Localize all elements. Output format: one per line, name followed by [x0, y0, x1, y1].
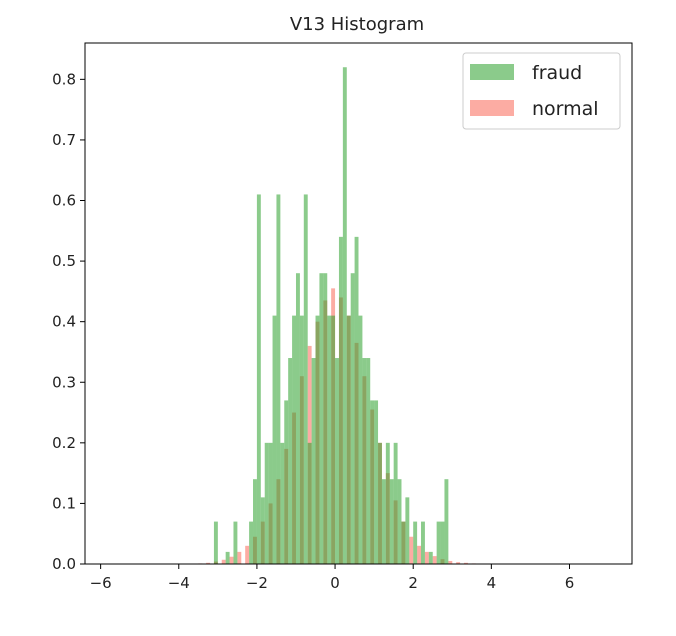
legend: fraud normal — [462, 52, 621, 130]
bar-normal — [463, 562, 468, 564]
bar-fraud — [421, 521, 425, 564]
bar-fraud — [342, 67, 347, 564]
bar-fraud — [268, 442, 273, 564]
bar-normal — [206, 562, 211, 564]
series-fraud — [213, 67, 449, 565]
bar-fraud — [303, 194, 308, 564]
bar-fraud — [307, 442, 312, 564]
legend-label-normal: normal — [532, 98, 599, 120]
bar-fraud — [374, 400, 379, 564]
bar-fraud — [401, 521, 406, 564]
bar-fraud — [276, 194, 281, 564]
bar-normal — [432, 556, 437, 564]
bar-fraud — [315, 315, 320, 564]
bar-fraud — [256, 194, 261, 564]
bar-fraud — [323, 273, 328, 564]
y-tick-label: 0.6 — [52, 192, 76, 210]
y-tick-label: 0.8 — [52, 70, 76, 88]
bar-fraud — [405, 497, 410, 564]
bar-fraud — [397, 479, 402, 564]
bar-fraud — [413, 521, 418, 564]
y-tick-label: 0.5 — [52, 252, 76, 270]
bar-fraud — [440, 521, 445, 564]
x-tick-label: 4 — [487, 574, 497, 592]
y-tick-label: 0.1 — [52, 494, 76, 512]
bar-fraud — [389, 479, 394, 564]
y-tick-label: 0.0 — [52, 555, 76, 573]
x-tick-label: −4 — [168, 574, 190, 592]
bar-normal — [221, 559, 226, 564]
bar-fraud — [284, 400, 289, 564]
legend-swatch-fraud — [470, 64, 514, 80]
bar-fraud — [436, 521, 441, 564]
bar-fraud — [272, 315, 277, 564]
bar-fraud — [319, 273, 324, 564]
bar-fraud — [393, 442, 398, 564]
y-tick-label: 0.4 — [52, 313, 76, 331]
bar-fraud — [370, 400, 375, 564]
bar-fraud — [253, 479, 257, 564]
y-tick-label: 0.3 — [52, 373, 76, 391]
bar-fraud — [327, 315, 332, 564]
x-tick-label: 2 — [408, 574, 418, 592]
bar-fraud — [354, 236, 359, 565]
bar-fraud — [264, 442, 269, 564]
x-tick-label: 6 — [565, 574, 575, 592]
bar-fraud — [366, 358, 371, 564]
bar-fraud — [233, 521, 238, 564]
bar-fraud — [299, 315, 304, 564]
legend-swatch-normal — [470, 100, 514, 116]
bar-fraud — [213, 521, 218, 564]
x-tick-label: 0 — [330, 574, 340, 592]
bar-fraud — [346, 315, 351, 564]
chart-title: V13 Histogram — [290, 14, 424, 35]
y-tick-label: 0.2 — [52, 434, 76, 452]
bar-fraud — [225, 551, 230, 564]
bar-fraud — [362, 358, 367, 564]
axes-frame — [84, 42, 633, 565]
bar-fraud — [249, 521, 254, 564]
bar-fraud — [295, 273, 300, 564]
bar-fraud — [288, 358, 293, 564]
bar-normal — [448, 560, 453, 564]
y-tick-label: 0.7 — [52, 131, 76, 149]
bar-fraud — [378, 442, 382, 564]
bar-fraud — [260, 497, 265, 564]
bar-normal — [245, 545, 250, 564]
legend-label-fraud: fraud — [532, 62, 582, 84]
bar-fraud — [280, 442, 285, 564]
bar-fraud — [338, 236, 343, 565]
bar-normal — [409, 536, 414, 564]
x-tick-label: −6 — [90, 574, 112, 592]
bar-fraud — [311, 358, 316, 564]
bar-fraud — [381, 479, 386, 564]
bar-normal — [417, 545, 422, 564]
bar-normal — [424, 551, 429, 564]
bar-normal — [237, 551, 242, 564]
bar-fraud — [331, 315, 336, 564]
bar-normal — [229, 556, 234, 564]
bar-fraud — [335, 358, 339, 564]
bar-fraud — [350, 273, 355, 564]
bar-fraud — [358, 315, 363, 564]
bar-fraud — [385, 442, 390, 564]
bar-fraud — [292, 315, 296, 564]
x-tick-label: −2 — [246, 574, 268, 592]
bar-fraud — [428, 551, 433, 564]
bar-normal — [456, 562, 461, 564]
bar-fraud — [444, 479, 449, 564]
plot-area: −6 −4 −2 0 2 4 6 0.0 0.1 0.2 0.3 0.4 0.5 0.6 0.7 0.8 — [52, 42, 633, 592]
